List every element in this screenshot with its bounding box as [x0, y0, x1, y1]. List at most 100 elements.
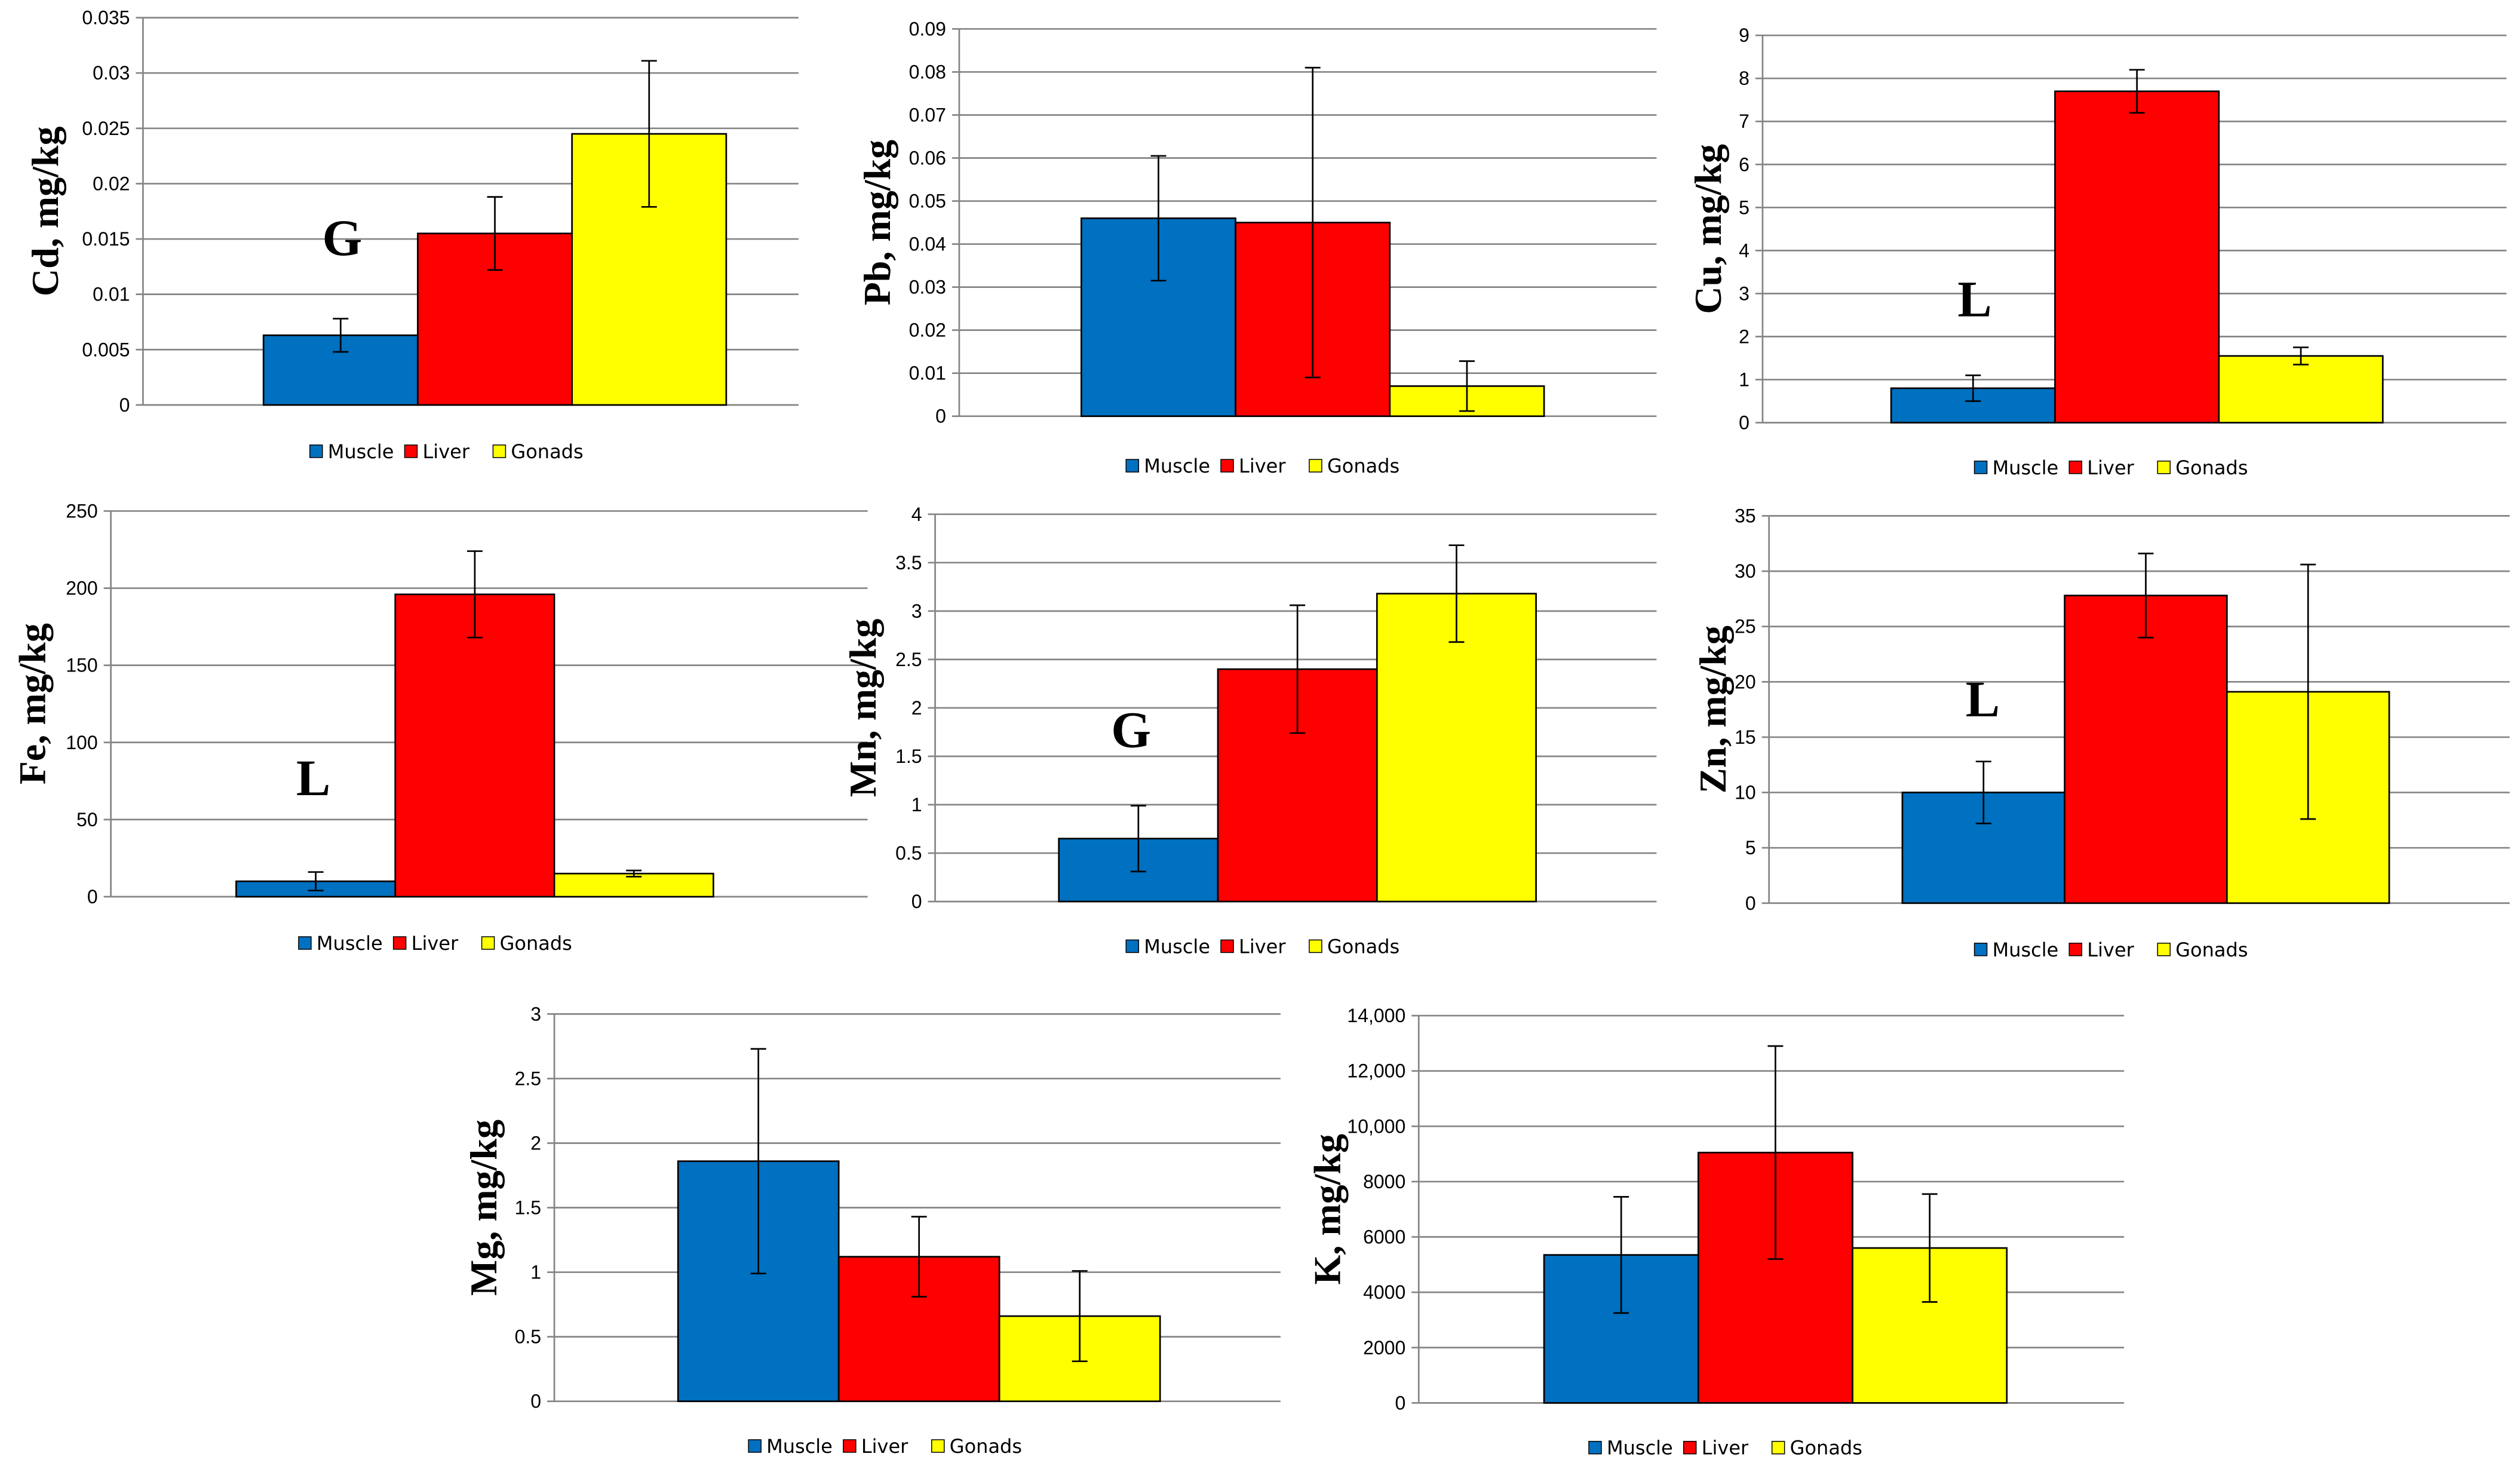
y-tick-label: 5 — [1739, 197, 1749, 218]
y-tick-label: 0.02 — [909, 320, 946, 341]
y-axis-label: Mg, mg/kg — [462, 1120, 505, 1296]
error-bar-cu-muscle — [1965, 374, 1981, 402]
y-tick-label: 14,000 — [1347, 1005, 1405, 1026]
error-bar-mg-gonads — [1072, 1270, 1088, 1363]
y-tick-label: 0 — [1739, 412, 1749, 433]
error-bar-zn-liver — [2138, 553, 2154, 639]
y-tick-label: 20 — [1735, 671, 1756, 692]
legend: Muscle Liver Gonads — [1973, 456, 2248, 479]
legend-label-muscle: Muscle — [328, 440, 394, 463]
legend-label-muscle: Muscle — [766, 1435, 833, 1458]
y-tick-label: 0.005 — [82, 339, 130, 360]
y-tick-label: 3.5 — [895, 552, 922, 574]
legend-swatch-liver — [2068, 461, 2083, 474]
y-axis-label: K, mg/kg — [1306, 1134, 1348, 1284]
bar-cu-gonads — [2218, 355, 2384, 424]
legend-swatch-gonads — [481, 936, 495, 950]
legend-label-gonads: Gonads — [500, 932, 572, 955]
y-tick-label: 25 — [1735, 616, 1756, 637]
bar-fe-liver — [394, 593, 555, 898]
legend-swatch-muscle — [1973, 943, 1988, 956]
legend-label-muscle: Muscle — [1144, 455, 1210, 477]
y-tick-label: 250 — [66, 500, 97, 522]
y-tick-label: 8000 — [1363, 1171, 1405, 1192]
chart-mg: 0 0.5 1 1.5 2 2.5 3 Mg, mg/kg Muscle Liver Gonads — [462, 1003, 1281, 1458]
legend-label-muscle: Muscle — [1144, 935, 1210, 958]
error-bar-cd-muscle — [333, 318, 349, 353]
bar-zn-liver — [2064, 594, 2228, 904]
y-tick-label: 4 — [1739, 240, 1749, 261]
legend-label-muscle: Muscle — [317, 932, 383, 955]
legend: Muscle Liver Gonads — [1588, 1437, 1862, 1459]
error-bar-fe-liver — [466, 550, 483, 639]
y-tick-label: 1 — [530, 1262, 541, 1283]
legend-label-liver: Liver — [861, 1435, 908, 1458]
y-tick-label: 0 — [1745, 893, 1756, 914]
error-bar-pb-gonads — [1459, 360, 1475, 412]
legend: Muscle Liver Gonads — [1125, 935, 1399, 958]
y-tick-label: 0.5 — [895, 842, 922, 864]
y-tick-label: 2 — [530, 1132, 541, 1154]
legend-label-gonads: Gonads — [511, 440, 583, 463]
error-bar-zn-muscle — [1975, 760, 1991, 824]
legend-label-liver: Liver — [2087, 939, 2134, 961]
y-tick-label: 150 — [66, 655, 97, 676]
y-tick-label: 30 — [1735, 560, 1756, 582]
y-tick-label: 0 — [87, 886, 98, 907]
y-tick-label: 0.025 — [82, 118, 130, 139]
chart-cu: 0 1 2 3 4 5 6 7 8 9 Cu, mg/kg L Muscle Liver Gonads — [1687, 24, 2507, 479]
legend: Muscle Liver Gonads — [298, 932, 572, 955]
error-bar-k-gonads — [1922, 1193, 1938, 1303]
error-bar-mg-liver — [911, 1216, 927, 1298]
error-bar-mn-muscle — [1130, 805, 1146, 873]
y-tick-label: 0.02 — [93, 173, 130, 194]
error-bar-k-liver — [1767, 1045, 1784, 1260]
legend-swatch-gonads — [492, 444, 507, 458]
y-axis-label: Cu, mg/kg — [1687, 144, 1729, 314]
y-tick-label: 0 — [911, 891, 922, 912]
y-tick-label: 0 — [935, 406, 946, 427]
y-tick-label: 3 — [1739, 283, 1749, 304]
y-tick-label: 12,000 — [1347, 1060, 1405, 1082]
y-axis-label: Mn, mg/kg — [842, 619, 884, 798]
y-tick-label: 0 — [1395, 1392, 1405, 1413]
legend-swatch-muscle — [1125, 459, 1140, 473]
y-tick-label: 3 — [530, 1003, 541, 1025]
y-tick-label: 0.08 — [909, 61, 946, 82]
legend-label-gonads: Gonads — [950, 1435, 1022, 1458]
error-bar-pb-liver — [1304, 66, 1321, 379]
annotation-label: L — [1966, 670, 2000, 728]
y-axis-label: Zn, mg/kg — [1692, 625, 1734, 793]
legend-label-gonads: Gonads — [1327, 935, 1399, 958]
legend: Muscle Liver Gonads — [748, 1435, 1022, 1458]
y-tick-label: 35 — [1735, 505, 1756, 526]
error-bar-mn-gonads — [1448, 544, 1465, 643]
y-tick-label: 4000 — [1363, 1281, 1405, 1303]
y-tick-label: 9 — [1739, 24, 1749, 46]
legend-swatch-liver — [1683, 1440, 1697, 1455]
y-tick-label: 4 — [911, 504, 922, 525]
legend-label-liver: Liver — [2087, 456, 2134, 479]
legend-swatch-gonads — [1309, 459, 1322, 473]
y-tick-label: 5 — [1745, 837, 1756, 858]
annotation-label: G — [1111, 701, 1151, 758]
legend-label-gonads: Gonads — [2175, 456, 2248, 479]
y-tick-label: 1 — [911, 794, 922, 815]
error-bar-zn-gonads — [2300, 563, 2316, 820]
legend-swatch-muscle — [309, 444, 323, 458]
error-bar-mg-muscle — [750, 1048, 766, 1275]
y-axis-label: Fe, mg/kg — [11, 623, 53, 784]
y-tick-label: 1.5 — [515, 1197, 541, 1219]
legend-label-gonads: Gonads — [2175, 939, 2248, 961]
error-bar-fe-gonads — [626, 869, 642, 878]
chart-fe: 0 50 100 150 200 250 Fe, mg/kg L Muscle Liver Gona… — [11, 500, 868, 955]
legend-label-muscle: Muscle — [1993, 456, 2059, 479]
y-tick-label: 1 — [1739, 369, 1749, 390]
legend-label-muscle: Muscle — [1993, 939, 2059, 961]
legend: Muscle Liver Gonads — [309, 440, 584, 463]
error-bar-cu-liver — [2129, 69, 2145, 114]
y-tick-label: 0.01 — [909, 363, 946, 384]
y-tick-label: 2 — [911, 697, 922, 719]
y-tick-label: 0 — [119, 394, 130, 416]
